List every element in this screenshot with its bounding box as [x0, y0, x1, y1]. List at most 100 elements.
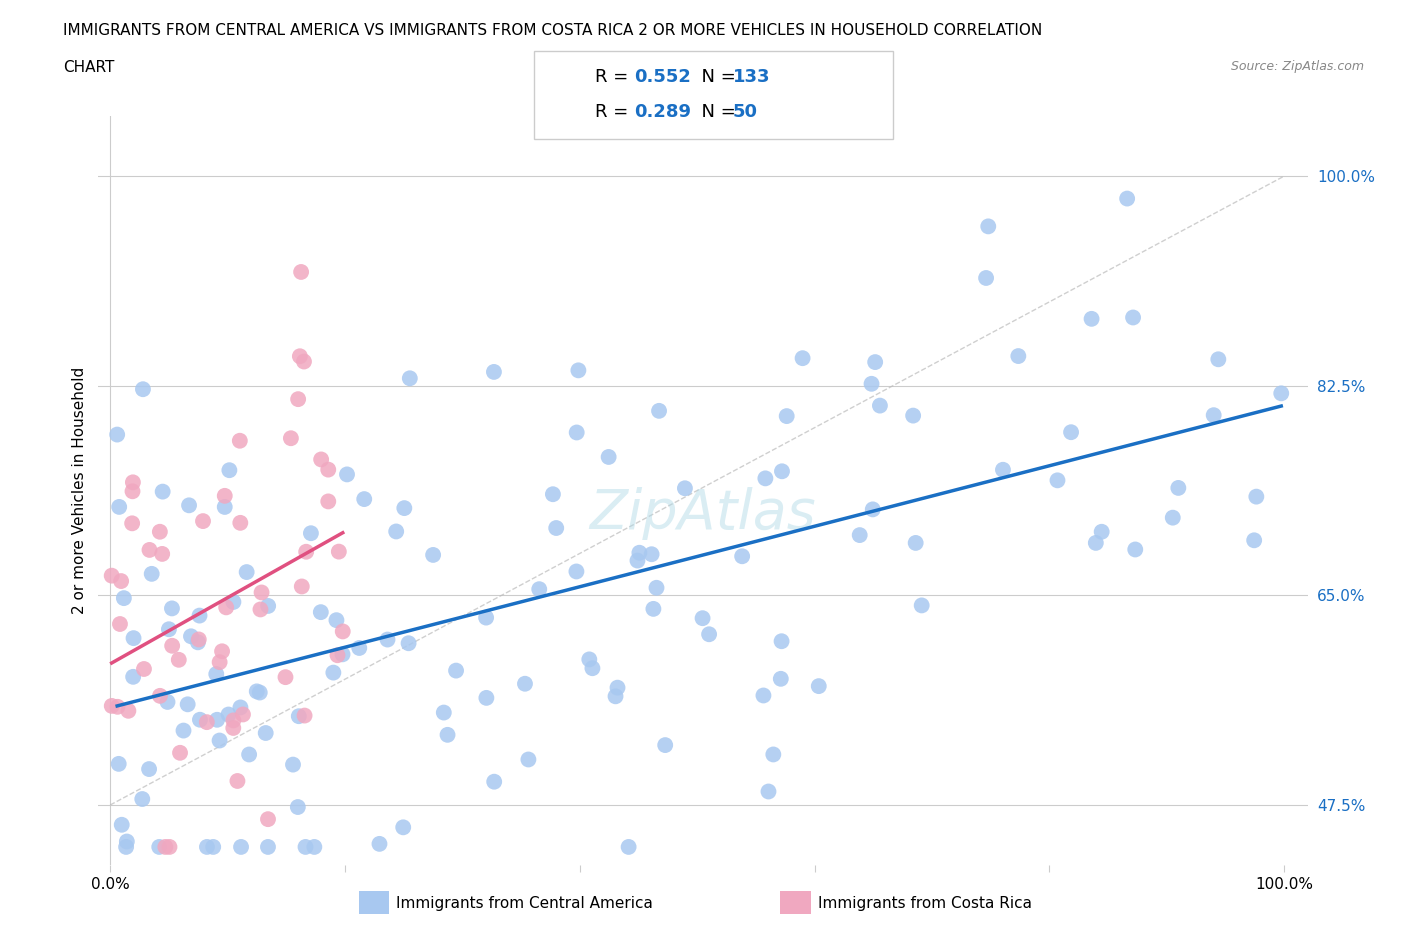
Point [159, 840, 181, 855]
Point [214, 488, 236, 503]
Point [1243, 533, 1265, 548]
Point [229, 433, 252, 448]
Point [290, 264, 312, 279]
Point [475, 690, 498, 705]
Point [202, 840, 225, 855]
Point [673, 481, 696, 496]
Point [249, 685, 271, 700]
Text: Immigrants from Central America: Immigrants from Central America [396, 897, 654, 911]
Point [191, 513, 214, 528]
Point [208, 733, 231, 748]
Point [229, 700, 252, 715]
Text: CHART: CHART [63, 60, 115, 75]
Point [860, 377, 883, 392]
Point [288, 349, 311, 364]
Point [157, 622, 180, 637]
Point [862, 502, 884, 517]
Point [392, 820, 415, 835]
Text: 133: 133 [733, 68, 770, 86]
Point [167, 652, 190, 667]
Point [758, 784, 780, 799]
Point [173, 724, 195, 738]
Point [368, 836, 391, 851]
Point [901, 408, 924, 423]
Point [152, 485, 174, 499]
Point [316, 494, 339, 509]
Point [195, 840, 218, 855]
Point [398, 636, 420, 651]
Point [617, 840, 640, 855]
Point [598, 449, 620, 464]
Point [218, 707, 240, 722]
Point [232, 707, 254, 722]
Point [325, 613, 347, 628]
Point [121, 484, 143, 498]
Point [1116, 192, 1139, 206]
Point [287, 392, 309, 406]
Point [977, 219, 1000, 233]
Point [1123, 542, 1146, 557]
Point [177, 498, 200, 512]
Y-axis label: 2 or more Vehicles in Household: 2 or more Vehicles in Household [72, 367, 87, 614]
Point [1161, 511, 1184, 525]
Point [250, 585, 273, 600]
Point [115, 840, 138, 855]
Point [229, 515, 252, 530]
Point [257, 840, 280, 855]
Point [565, 425, 588, 440]
Point [235, 565, 257, 579]
Point [215, 600, 238, 615]
Point [105, 427, 128, 442]
Point [1246, 489, 1268, 504]
Point [626, 553, 648, 568]
Point [187, 632, 209, 647]
Point [770, 633, 793, 648]
Point [108, 617, 131, 631]
Text: ZipAtlas: ZipAtlas [589, 486, 817, 539]
Point [304, 840, 326, 855]
Point [692, 611, 714, 626]
Point [1122, 310, 1144, 325]
Point [294, 840, 316, 855]
Point [149, 688, 172, 703]
Point [754, 471, 776, 485]
Point [117, 703, 139, 718]
Point [155, 840, 177, 855]
Point [254, 725, 277, 740]
Point [160, 601, 183, 616]
Point [246, 684, 269, 698]
Point [911, 598, 934, 613]
Point [1202, 407, 1225, 422]
Point [762, 747, 785, 762]
Point [150, 547, 173, 562]
Point [110, 574, 132, 589]
Point [222, 713, 245, 728]
Point [238, 747, 260, 762]
Point [645, 580, 668, 595]
Point [257, 812, 280, 827]
Point [581, 661, 603, 676]
Point [292, 354, 315, 369]
Text: N =: N = [690, 68, 742, 86]
Point [169, 745, 191, 760]
Point [100, 568, 122, 583]
Point [578, 652, 600, 667]
Point [394, 500, 416, 515]
Point [100, 698, 122, 713]
Point [299, 525, 322, 540]
Point [1208, 352, 1230, 366]
Point [257, 599, 280, 614]
Point [122, 475, 145, 490]
Point [316, 462, 339, 477]
Point [422, 548, 444, 563]
Point [188, 608, 211, 623]
Point [377, 632, 399, 647]
Text: 50: 50 [733, 103, 758, 121]
Point [322, 665, 344, 680]
Point [1091, 525, 1114, 539]
Point [160, 638, 183, 653]
Point [349, 641, 371, 656]
Point [1270, 386, 1292, 401]
Point [541, 486, 564, 501]
Point [138, 762, 160, 777]
